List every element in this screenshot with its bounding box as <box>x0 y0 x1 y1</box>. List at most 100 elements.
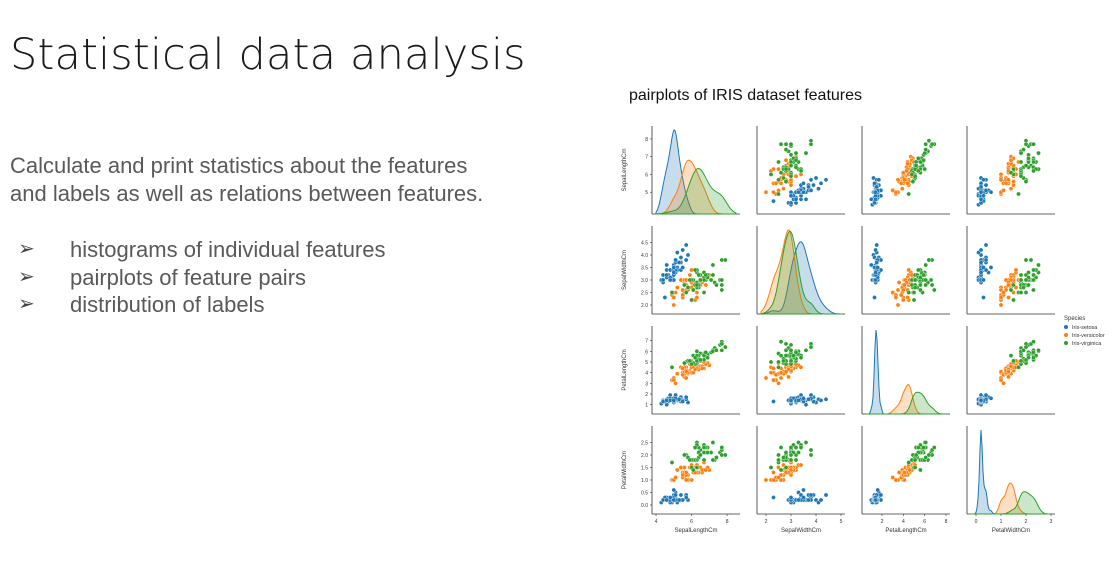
scatter-point <box>1031 277 1036 283</box>
scatter-point <box>788 445 794 450</box>
y-tick-label: 1.5 <box>641 466 648 472</box>
scatter-point <box>803 150 809 156</box>
legend-entry: Iris-versicolor <box>1072 333 1105 339</box>
scatter-point <box>915 156 921 161</box>
scatter-point <box>723 344 728 350</box>
scatter-point <box>915 445 921 450</box>
scatter-point <box>783 450 789 455</box>
scatter-point <box>1031 159 1036 165</box>
scatter-point <box>714 347 719 353</box>
scatter-point <box>1013 267 1019 273</box>
legend-entry: Iris-setosa <box>1072 325 1098 331</box>
scatter-point <box>1036 150 1041 156</box>
scatter-point <box>801 181 806 186</box>
scatter-point <box>796 189 801 195</box>
scatter-point <box>768 172 774 177</box>
scatter-point <box>671 270 677 275</box>
scatter-point <box>691 467 696 473</box>
scatter-point <box>783 157 789 163</box>
scatter-point <box>664 262 670 268</box>
y-tick-label: 4 <box>645 371 648 377</box>
scatter-point <box>1028 257 1034 263</box>
x-axis-label: SepalWidthCm <box>781 528 821 534</box>
y-axis-label: PetalLengthCm <box>622 349 628 390</box>
y-axis-label: PetalWidthCm <box>622 451 628 489</box>
scatter-point <box>676 396 682 402</box>
scatter-point <box>685 252 691 258</box>
scatter-point <box>923 282 929 288</box>
scatter-point <box>673 257 678 263</box>
scatter-point <box>981 277 986 283</box>
scatter-point <box>689 297 694 303</box>
scatter-point <box>719 445 725 450</box>
legend-entry: Iris-virginica <box>1072 341 1102 347</box>
scatter-point <box>905 295 910 300</box>
scatter-point <box>801 495 806 500</box>
scatter-point <box>698 277 703 283</box>
scatter-point <box>1008 186 1014 191</box>
scatter-point <box>818 398 824 403</box>
x-tick-label: 3 <box>790 519 793 525</box>
scatter-point <box>803 402 809 408</box>
scatter-point <box>682 452 687 458</box>
scatter-point <box>778 339 784 345</box>
scatter-point <box>875 487 881 493</box>
scatter-point <box>788 152 794 158</box>
y-tick-label: 4.0 <box>641 253 648 259</box>
scatter-point <box>783 166 789 172</box>
x-tick-label: 2 <box>881 519 884 525</box>
scatter-point <box>926 138 932 144</box>
scatter-point <box>872 295 877 300</box>
x-tick-label: 0 <box>975 519 978 525</box>
scatter-point <box>978 260 984 265</box>
scatter-point <box>771 377 776 383</box>
scatter-point <box>675 371 680 377</box>
arrow-bullet-icon: ➢ <box>18 238 35 260</box>
scatter-point <box>683 495 689 500</box>
scatter-point <box>1006 177 1011 183</box>
scatter-point <box>664 272 670 278</box>
scatter-point <box>783 470 789 475</box>
scatter-point <box>913 163 919 168</box>
scatter-point <box>793 165 799 170</box>
scatter-point <box>918 287 923 293</box>
scatter-point <box>873 189 878 195</box>
bullet-text: pairplots of feature pairs <box>70 264 307 290</box>
scatter-point <box>667 495 673 500</box>
scatter-point <box>788 342 794 348</box>
scatter-point <box>823 396 829 402</box>
scatter-point <box>796 497 801 503</box>
scatter-point <box>680 399 685 404</box>
scatter-point <box>1023 138 1029 144</box>
scatter-point <box>671 487 677 493</box>
scatter-point <box>778 170 784 175</box>
scatter-point <box>929 282 935 288</box>
scatter-point <box>873 497 878 503</box>
kde-curve <box>971 491 1051 515</box>
scatter-point <box>929 141 935 147</box>
scatter-point <box>1016 364 1021 370</box>
scatter-point <box>710 262 716 268</box>
scatter-point <box>783 179 789 184</box>
y-tick-label: 1 <box>645 403 648 409</box>
scatter-point <box>664 398 670 403</box>
scatter-point <box>912 285 918 290</box>
y-tick-label: 6 <box>645 172 648 178</box>
scatter-point <box>788 163 794 168</box>
scatter-point <box>808 138 814 144</box>
scatter-point <box>801 395 806 401</box>
scatter-point <box>783 353 789 358</box>
bullet-item: ➢ distribution of labels <box>18 291 386 319</box>
scatter-point <box>981 177 986 183</box>
scatter-point <box>793 157 799 163</box>
scatter-point <box>1001 290 1006 295</box>
scatter-point <box>1018 358 1024 364</box>
scatter-point <box>1001 380 1006 386</box>
scatter-point <box>801 189 806 195</box>
chart-title: pairplots of IRIS dataset features <box>629 87 863 104</box>
y-tick-label: 0.5 <box>641 491 648 497</box>
y-tick-label: 5 <box>645 360 648 366</box>
scatter-point <box>823 177 829 183</box>
scatter-point <box>981 265 986 270</box>
y-tick-label: 1.0 <box>641 478 648 484</box>
